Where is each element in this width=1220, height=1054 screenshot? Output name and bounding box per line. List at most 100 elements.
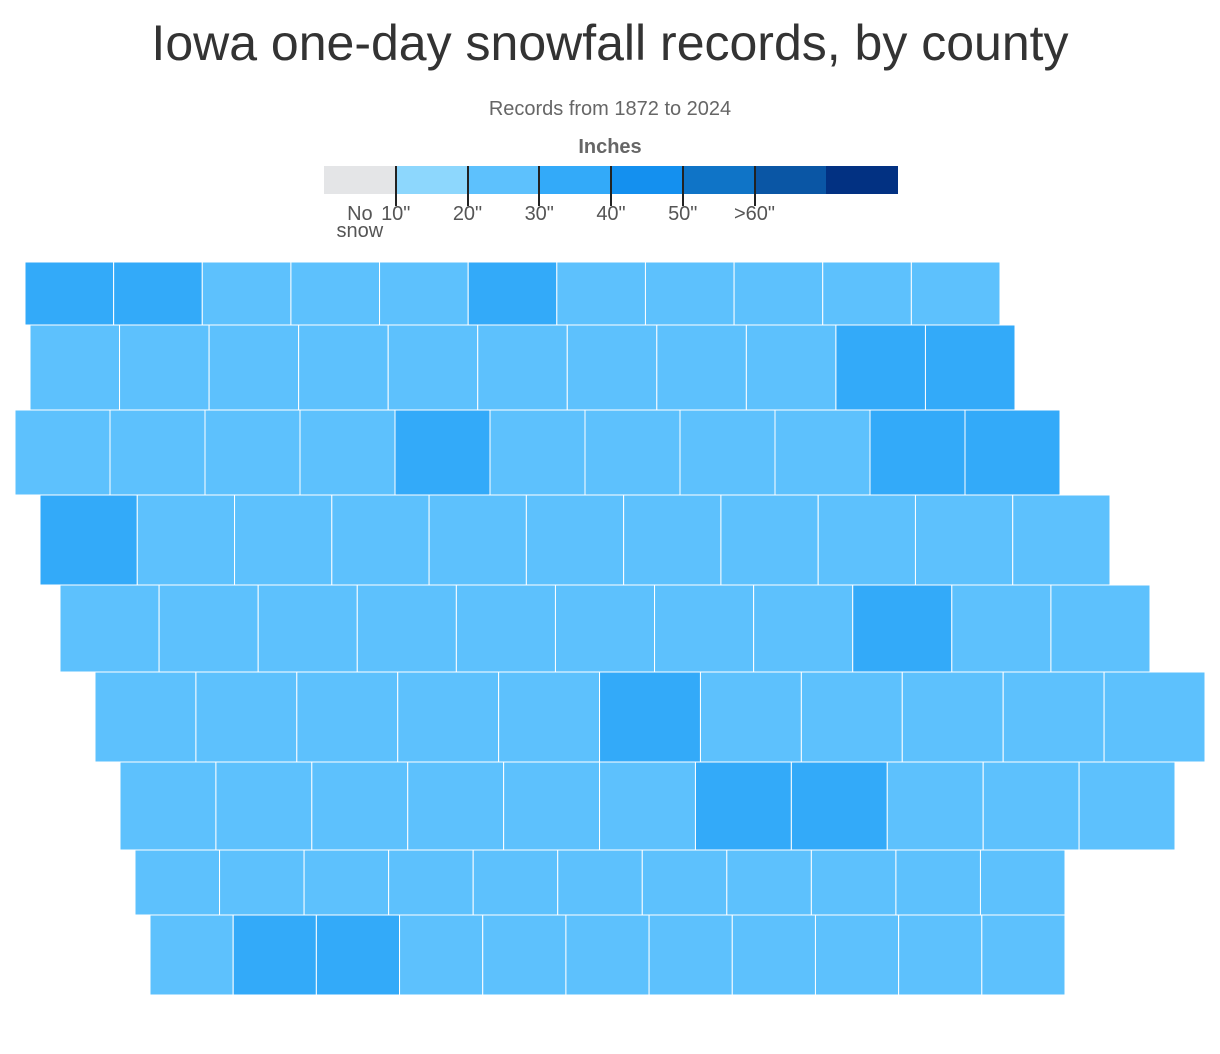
county [981, 914, 1066, 996]
county [59, 584, 160, 673]
county [331, 494, 430, 586]
county [644, 261, 735, 326]
county [315, 914, 401, 996]
legend-label: No snow [336, 203, 384, 242]
county [397, 671, 500, 763]
county [204, 409, 301, 496]
title: Iowa one-day snowfall records, by county [151, 15, 1069, 71]
legend: No snow 10" 20" 30" 40" 50" >60" [324, 166, 898, 246]
legend-swatch [611, 166, 683, 194]
legend-swatch [539, 166, 611, 194]
legend-tick [394, 166, 397, 206]
county [399, 914, 484, 996]
county [482, 914, 567, 996]
county [472, 849, 559, 916]
county [822, 261, 912, 326]
county [895, 849, 981, 916]
county [407, 761, 505, 851]
county [234, 494, 333, 586]
county [149, 914, 234, 996]
county [914, 494, 1014, 586]
legend-swatch [467, 166, 540, 194]
legend-swatch [754, 166, 827, 194]
county [924, 324, 1016, 411]
county [311, 761, 409, 851]
county [810, 849, 897, 916]
county [14, 409, 111, 496]
county [554, 584, 656, 673]
county [299, 409, 396, 496]
county [910, 261, 1001, 326]
county [753, 584, 854, 673]
county [648, 914, 733, 996]
county [109, 409, 206, 496]
county [477, 324, 568, 411]
subtitle: Records from 1872 to 2024 [488, 98, 732, 120]
legend-tick [753, 166, 756, 206]
county [951, 584, 1052, 673]
county [566, 324, 658, 411]
county [1103, 671, 1206, 763]
county [745, 324, 837, 411]
county [489, 409, 586, 496]
legend-label: 40" [596, 203, 626, 225]
county [119, 324, 210, 411]
county [679, 409, 776, 496]
legend-label: 50" [668, 203, 698, 225]
county [94, 671, 197, 763]
county [774, 409, 871, 496]
county [565, 914, 650, 996]
county [119, 761, 217, 851]
legend-swatch [682, 166, 755, 194]
county [467, 261, 558, 326]
county [201, 261, 292, 326]
county [790, 761, 888, 851]
county [901, 671, 1004, 763]
county [584, 409, 681, 496]
county [296, 671, 399, 763]
legend-tick [538, 166, 541, 206]
county [982, 761, 1080, 851]
county [623, 494, 722, 586]
legend-label: 20" [452, 203, 483, 225]
county [215, 761, 313, 851]
county [656, 324, 747, 411]
legend-label: 10" [381, 203, 411, 225]
county [356, 584, 457, 673]
county [1050, 584, 1151, 673]
county [556, 261, 646, 326]
county [525, 494, 625, 586]
county [195, 671, 298, 763]
county [394, 409, 491, 496]
county [290, 261, 381, 326]
county [298, 324, 389, 411]
legend-tick [681, 166, 684, 206]
county [964, 409, 1061, 496]
county [257, 584, 358, 673]
county [29, 324, 121, 411]
county [1078, 761, 1176, 851]
county [852, 584, 953, 673]
county [219, 849, 305, 916]
county [387, 324, 479, 411]
county [24, 261, 115, 326]
county [599, 671, 701, 763]
county [720, 494, 819, 586]
county [388, 849, 474, 916]
county [599, 761, 696, 851]
county [654, 584, 755, 673]
county [303, 849, 390, 916]
legend-swatch [395, 166, 468, 194]
legend-label: 30" [524, 203, 554, 225]
county [898, 914, 983, 996]
county [503, 761, 601, 851]
county [814, 914, 900, 996]
legend-tick [466, 166, 469, 206]
county [694, 761, 792, 851]
county [134, 849, 221, 916]
county [136, 494, 236, 586]
county [158, 584, 259, 673]
county [641, 849, 728, 916]
